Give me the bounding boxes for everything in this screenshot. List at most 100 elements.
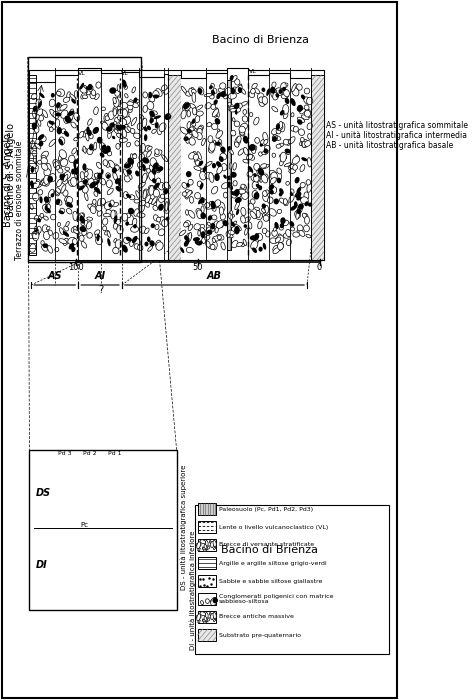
Ellipse shape — [220, 146, 226, 153]
Ellipse shape — [215, 118, 220, 125]
Ellipse shape — [124, 519, 128, 523]
Ellipse shape — [231, 192, 237, 198]
Ellipse shape — [155, 225, 159, 230]
Ellipse shape — [91, 514, 96, 520]
Ellipse shape — [73, 467, 77, 472]
Ellipse shape — [147, 125, 151, 130]
Ellipse shape — [32, 111, 36, 118]
Ellipse shape — [306, 180, 310, 185]
Ellipse shape — [55, 500, 61, 508]
Ellipse shape — [291, 227, 294, 231]
Ellipse shape — [78, 181, 86, 188]
Ellipse shape — [145, 228, 149, 234]
Ellipse shape — [72, 477, 80, 482]
Ellipse shape — [90, 144, 94, 150]
Ellipse shape — [71, 246, 75, 252]
Ellipse shape — [181, 86, 187, 93]
Ellipse shape — [295, 177, 300, 183]
Ellipse shape — [82, 179, 88, 185]
Ellipse shape — [228, 213, 232, 220]
Ellipse shape — [213, 620, 216, 622]
Ellipse shape — [154, 198, 157, 203]
Ellipse shape — [105, 230, 109, 235]
Ellipse shape — [55, 119, 60, 127]
Ellipse shape — [212, 597, 218, 603]
Ellipse shape — [36, 215, 43, 222]
Ellipse shape — [64, 131, 69, 136]
Ellipse shape — [216, 131, 223, 138]
Ellipse shape — [73, 161, 76, 169]
Ellipse shape — [143, 106, 147, 113]
Ellipse shape — [82, 95, 88, 99]
Ellipse shape — [235, 202, 239, 210]
Ellipse shape — [55, 485, 60, 494]
Ellipse shape — [226, 231, 230, 237]
Ellipse shape — [70, 477, 77, 484]
Ellipse shape — [212, 238, 216, 242]
Ellipse shape — [277, 125, 283, 130]
Ellipse shape — [161, 194, 164, 199]
Ellipse shape — [264, 146, 270, 151]
Ellipse shape — [47, 121, 53, 127]
Ellipse shape — [210, 201, 216, 209]
Ellipse shape — [197, 614, 201, 621]
Ellipse shape — [71, 169, 75, 174]
Ellipse shape — [221, 164, 227, 171]
Ellipse shape — [200, 172, 206, 180]
Ellipse shape — [242, 185, 246, 190]
Bar — [168, 75, 181, 260]
Ellipse shape — [263, 132, 268, 142]
Ellipse shape — [38, 134, 44, 140]
Ellipse shape — [83, 500, 89, 509]
Ellipse shape — [286, 139, 290, 146]
Ellipse shape — [148, 186, 155, 192]
Ellipse shape — [35, 226, 37, 234]
Ellipse shape — [132, 218, 137, 225]
Ellipse shape — [124, 237, 129, 244]
Ellipse shape — [94, 94, 99, 99]
Ellipse shape — [196, 132, 202, 140]
Ellipse shape — [241, 184, 245, 188]
Ellipse shape — [231, 222, 235, 227]
Ellipse shape — [46, 226, 50, 230]
Ellipse shape — [210, 613, 214, 620]
Ellipse shape — [242, 192, 248, 199]
Ellipse shape — [94, 230, 100, 235]
Ellipse shape — [184, 220, 191, 227]
Ellipse shape — [77, 515, 82, 522]
Ellipse shape — [209, 173, 214, 183]
Ellipse shape — [185, 190, 192, 194]
Ellipse shape — [89, 499, 91, 510]
Text: Pd 3: Pd 3 — [58, 451, 72, 456]
Ellipse shape — [73, 167, 79, 175]
Ellipse shape — [217, 222, 223, 228]
Ellipse shape — [84, 193, 88, 201]
Ellipse shape — [117, 512, 123, 517]
Ellipse shape — [205, 161, 212, 167]
Ellipse shape — [192, 129, 197, 137]
Ellipse shape — [210, 541, 214, 547]
Ellipse shape — [140, 144, 146, 153]
Ellipse shape — [138, 182, 146, 188]
Ellipse shape — [204, 617, 207, 622]
Ellipse shape — [64, 226, 68, 231]
Ellipse shape — [238, 103, 242, 108]
Ellipse shape — [68, 180, 74, 186]
Ellipse shape — [113, 108, 117, 116]
Ellipse shape — [86, 127, 90, 134]
Ellipse shape — [145, 500, 148, 504]
Ellipse shape — [97, 162, 101, 169]
Text: Argille e argille siltose grigio-verdi: Argille e argille siltose grigio-verdi — [219, 561, 326, 566]
Ellipse shape — [195, 116, 200, 122]
Ellipse shape — [40, 214, 44, 218]
Ellipse shape — [133, 99, 139, 103]
Ellipse shape — [63, 499, 68, 505]
Ellipse shape — [142, 164, 146, 172]
Ellipse shape — [36, 99, 42, 107]
Ellipse shape — [35, 228, 39, 233]
Ellipse shape — [138, 202, 145, 212]
Ellipse shape — [142, 484, 146, 489]
Ellipse shape — [111, 503, 118, 511]
Ellipse shape — [94, 487, 97, 491]
Ellipse shape — [47, 466, 50, 476]
